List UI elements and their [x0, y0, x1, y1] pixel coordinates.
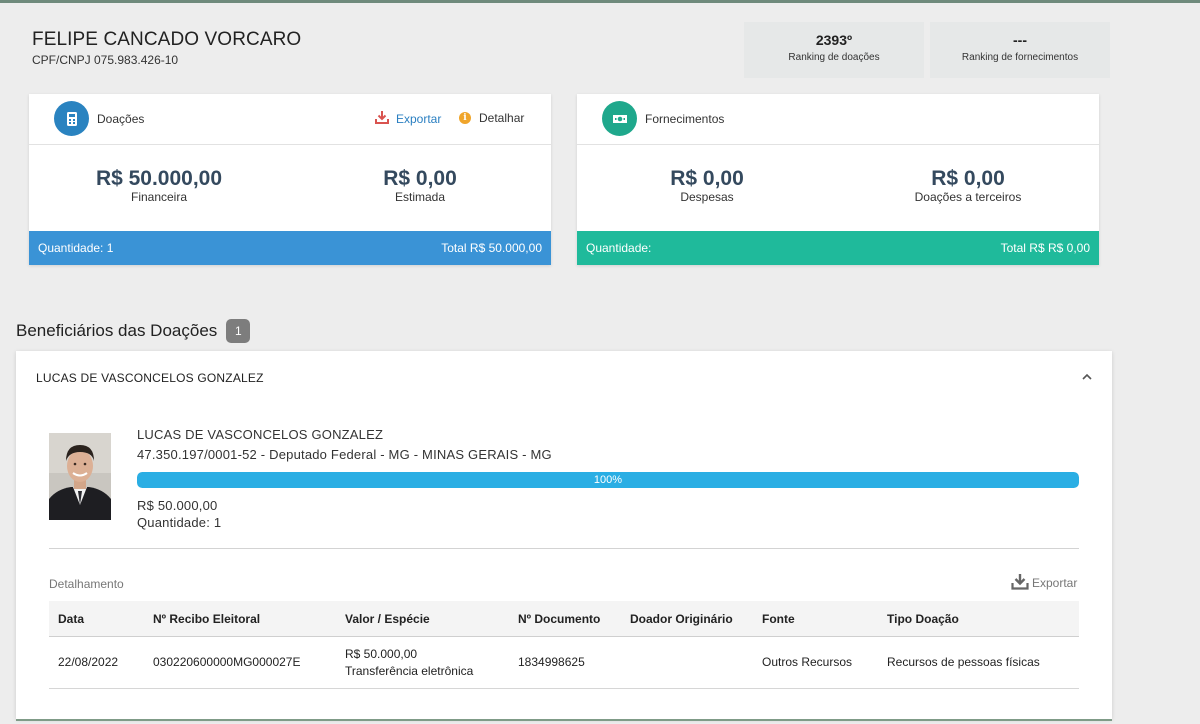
supplies-card-footer: Quantidade: Total R$ R$ 0,00	[577, 231, 1099, 265]
beneficiary-progress-bar: 100%	[137, 472, 1079, 488]
column-header-date: Data	[58, 612, 85, 626]
donations-card-title: Doações	[97, 112, 145, 126]
beneficiaries-count-badge: 1	[226, 319, 251, 343]
detail-section-label: Detalhamento	[49, 577, 124, 591]
top-accent-line	[0, 0, 1200, 3]
column-header-value: Valor / Espécie	[345, 612, 430, 626]
donations-estimated: R$ 0,00 Estimada	[320, 167, 520, 204]
donations-card-footer: Quantidade: 1 Total R$ 50.000,00	[29, 231, 551, 265]
beneficiaries-section-title: Beneficiários das Doações 1	[16, 319, 251, 343]
cell-species: Transferência eletrônica	[345, 664, 474, 678]
ranking-supplies-label: Ranking de fornecimentos	[961, 52, 1079, 63]
cash-icon	[602, 101, 637, 136]
column-header-original-donor: Doador Originário	[630, 612, 733, 626]
table-row: 22/08/2022 030220600000MG000027E R$ 50.0…	[49, 638, 1079, 689]
bottom-accent-line	[16, 719, 1112, 721]
cell-source: Outros Recursos	[762, 655, 853, 669]
column-header-source: Fonte	[762, 612, 795, 626]
ranking-donations-value: 2393º	[815, 32, 853, 48]
supplies-expenses-value: R$ 0,00	[670, 167, 744, 190]
ranking-donations-box: 2393º Ranking de doações	[744, 22, 924, 78]
supplies-expenses: R$ 0,00 Despesas	[607, 167, 807, 204]
column-header-receipt: Nº Recibo Eleitoral	[153, 612, 261, 626]
donations-estimated-label: Estimada	[394, 190, 446, 204]
cell-document: 1834998625	[518, 655, 585, 669]
info-icon: i	[459, 112, 471, 124]
person-name: FELIPE CANCADO VORCARO	[32, 29, 302, 50]
supplies-third-party: R$ 0,00 Doações a terceiros	[868, 167, 1068, 204]
column-header-type: Tipo Doação	[887, 612, 959, 626]
donations-export-button[interactable]: Exportar	[375, 111, 441, 127]
beneficiary-panel: LUCAS DE VASCONCELOS GONZALEZ LUCAS DE V…	[16, 351, 1112, 719]
beneficiary-name: LUCAS DE VASCONCELOS GONZALEZ	[137, 427, 384, 442]
supplies-footer-total: Total R$ R$ 0,00	[1000, 241, 1090, 255]
beneficiary-photo	[49, 433, 111, 520]
ranking-supplies-value: ---	[1013, 32, 1027, 48]
donations-financial-value: R$ 50.000,00	[95, 167, 223, 190]
beneficiary-info: 47.350.197/0001-52 - Deputado Federal - …	[137, 447, 552, 462]
supplies-expenses-label: Despesas	[680, 190, 734, 204]
supplies-card: Fornecimentos R$ 0,00 Despesas R$ 0,00 D…	[577, 94, 1099, 265]
ranking-supplies-box: --- Ranking de fornecimentos	[930, 22, 1110, 78]
detail-export-button[interactable]: Exportar	[1011, 573, 1077, 593]
donations-card: Doações Exportar i Detalhar R$ 50.000,00…	[29, 94, 551, 265]
donations-financial: R$ 50.000,00 Financeira	[59, 167, 259, 204]
supplies-footer-quantity: Quantidade:	[586, 241, 652, 255]
cell-value: R$ 50.000,00	[345, 647, 418, 661]
beneficiary-progress-fill: 100%	[137, 472, 1079, 488]
donations-export-label: Exportar	[396, 112, 442, 126]
download-icon	[375, 111, 389, 127]
beneficiary-quantity: Quantidade: 1	[137, 515, 222, 530]
detail-export-label: Exportar	[1032, 576, 1078, 590]
chevron-up-icon[interactable]	[1081, 371, 1093, 383]
supplies-card-header: Fornecimentos	[577, 94, 1099, 145]
donations-financial-label: Financeira	[130, 190, 188, 204]
ranking-donations-label: Ranking de doações	[788, 52, 880, 63]
beneficiary-value: R$ 50.000,00	[137, 498, 218, 513]
cell-type: Recursos de pessoas físicas	[887, 655, 1040, 669]
supplies-card-title: Fornecimentos	[645, 112, 725, 126]
cell-receipt: 030220600000MG000027E	[153, 655, 301, 669]
beneficiaries-title: Beneficiários das Doações	[16, 321, 218, 340]
cell-date: 22/08/2022	[58, 655, 119, 669]
detail-table-header: Data Nº Recibo Eleitoral Valor / Espécie…	[49, 601, 1079, 637]
donations-footer-total: Total R$ 50.000,00	[441, 241, 542, 255]
donations-card-header: Doações Exportar i Detalhar	[29, 94, 551, 145]
column-header-document: Nº Documento	[518, 612, 601, 626]
beneficiary-panel-header[interactable]: LUCAS DE VASCONCELOS GONZALEZ	[36, 371, 264, 385]
divider	[49, 548, 1079, 549]
donations-detail-label: Detalhar	[479, 111, 525, 125]
donations-footer-quantity: Quantidade: 1	[38, 241, 114, 255]
supplies-third-party-value: R$ 0,00	[931, 167, 1005, 190]
calculator-icon	[54, 101, 89, 136]
person-document: CPF/CNPJ 075.983.426-10	[32, 53, 179, 67]
download-icon	[1011, 573, 1029, 593]
donations-estimated-value: R$ 0,00	[383, 167, 457, 190]
supplies-third-party-label: Doações a terceiros	[914, 190, 1022, 204]
donations-detail-button[interactable]: i Detalhar	[459, 111, 524, 125]
